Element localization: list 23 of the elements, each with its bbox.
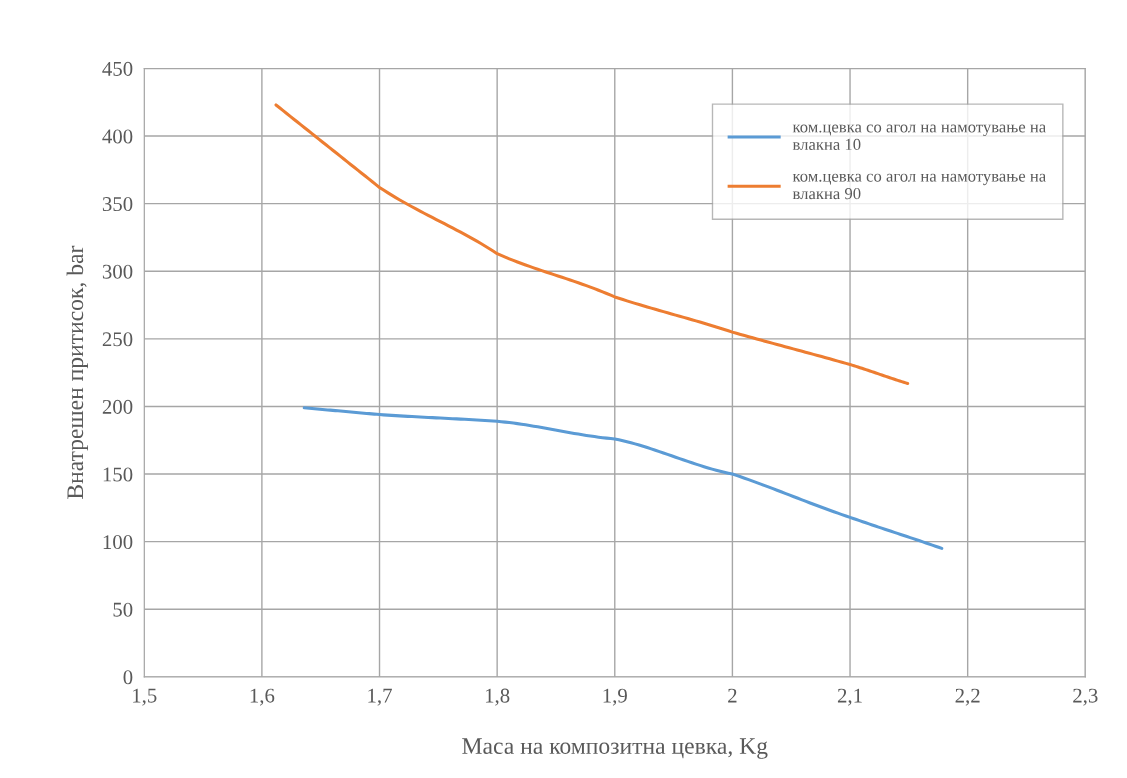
x-tick-label: 2	[728, 688, 737, 703]
y-tick-label: 300	[102, 264, 133, 279]
x-axis-title: Маса на композитна цевка, Kg	[462, 738, 768, 759]
x-tick-label: 1,6	[250, 688, 275, 706]
y-tick-label: 250	[102, 332, 133, 347]
x-tick-label: 1,5	[133, 688, 157, 706]
x-tick-label: 2,3	[1073, 688, 1098, 706]
y-tick-label: 350	[102, 197, 133, 212]
y-axis-title: Внатрешен притисок, bar	[66, 245, 89, 500]
y-tick-label: 100	[103, 535, 133, 550]
y-tick-label: 200	[102, 399, 133, 414]
y-tick-label: 0	[123, 670, 133, 685]
legend-label: ком.цевка со агол на намотување на влакна 90	[792, 173, 1046, 200]
y-tick-label: 150	[103, 467, 133, 482]
y-tick-label: 50	[113, 602, 133, 617]
y-tick-label: 450	[102, 61, 133, 76]
x-tick-label: 2,2	[955, 688, 980, 706]
y-tick-label: 400	[102, 129, 133, 144]
x-tick-label: 1,8	[485, 688, 510, 706]
x-tick-label: 1,9	[603, 688, 627, 706]
x-tick-label: 2,1	[837, 688, 862, 706]
x-tick-label: 1,7	[368, 688, 392, 706]
legend-label: ком.цевка со агол на намотување на влакна 10	[792, 124, 1046, 150]
